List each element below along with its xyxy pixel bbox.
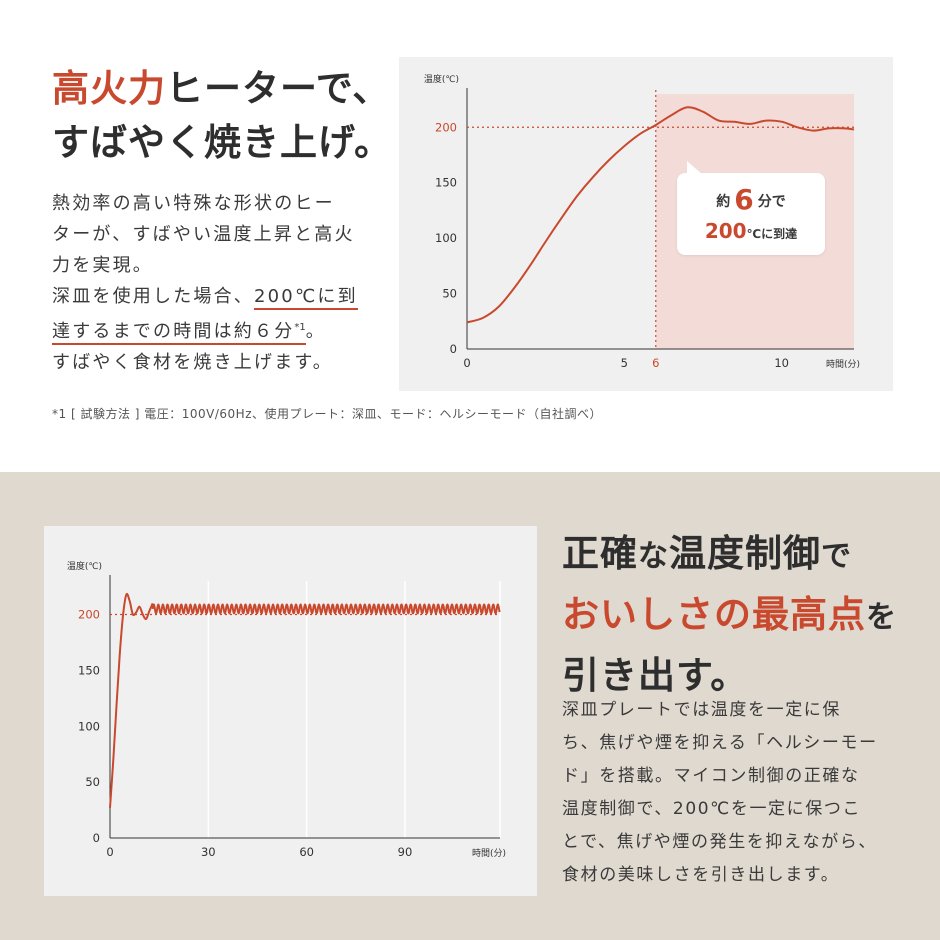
series-line-oscillation — [151, 603, 501, 615]
bottom-heading-line3: 引き出す。 — [562, 654, 749, 697]
series-line — [466, 106, 855, 324]
footnote-marker: *1 — [294, 322, 306, 333]
top-heading: 高火力ヒーターで、 すばやく焼き上げ。 — [52, 62, 392, 170]
heading-text: を — [866, 600, 897, 635]
top-para-line: ターが、すばやい温度上昇と高火 — [52, 224, 355, 245]
callout-temp: 200 — [704, 219, 747, 243]
bottom-paragraph: 深皿プレートでは温度を一定に保 ち、焦げや煙を抑える「ヘルシーモー ド」を搭載。… — [562, 694, 922, 892]
callout-prefix: 約 — [716, 194, 731, 210]
underlined-text: 200℃に到 — [254, 286, 358, 310]
x-tick-label: 6 — [652, 356, 659, 370]
bottom-para-line: ち、焦げや煙を抑える「ヘルシーモー — [562, 733, 878, 753]
y-tick-label: 50 — [442, 287, 457, 301]
x-tick-label: 90 — [398, 845, 413, 859]
callout-line1: 約 6 分で — [677, 183, 825, 216]
bottom-para-line: 深皿プレートでは温度を一定に保 — [562, 700, 841, 720]
temperature-control-chart: 0 50 100 150 200 0 30 60 90 温度(℃) 時間(分) — [67, 560, 506, 859]
heading-text: な — [638, 539, 669, 574]
footnote: *1 [ 試験方法 ] 電圧：100V/60Hz、使用プレート：深皿、モード：ヘ… — [52, 407, 603, 421]
bottom-para-line: 食材の美味しさを引き出します。 — [562, 865, 840, 885]
underlined-text: 達するまでの時間は約６分*1 — [52, 321, 306, 345]
top-para-line: 達するまでの時間は約６分*1。 — [52, 312, 382, 347]
x-tick-label: 5 — [621, 356, 628, 370]
bottom-heading: 正確な温度制御で おいしさの最高点を 引き出す。 — [562, 525, 897, 705]
top-heading-line2: すばやく焼き上げ。 — [52, 121, 393, 164]
top-para-text: 。 — [305, 321, 326, 342]
top-heading-accent: 高火力 — [52, 67, 166, 110]
chart-panel-bottom: 0 50 100 150 200 0 30 60 90 温度(℃) 時間(分) — [44, 526, 537, 896]
bottom-para-line: 温度制御で、200℃を一定に保つこ — [562, 799, 862, 819]
x-tick-label: 10 — [774, 356, 789, 370]
top-para-line: 深皿を使用した場合、200℃に到 — [52, 281, 382, 312]
y-tick-label: 200 — [78, 608, 100, 622]
callout-unit: 分で — [757, 194, 786, 210]
heading-text: 正確 — [562, 532, 638, 575]
y-tick-label: 200 — [435, 120, 457, 134]
y-tick-label: 50 — [85, 775, 100, 789]
x-tick-label: 0 — [463, 356, 470, 370]
bottom-para-line: ド」を搭載。マイコン制御の正確な — [562, 766, 860, 786]
top-para-line: 力を実現。 — [52, 255, 153, 276]
callout-line2: 200℃に到達 — [677, 219, 825, 243]
bottom-heading-line2: おいしさの最高点を — [562, 586, 897, 647]
bottom-heading-line1: 正確な温度制御で — [562, 525, 897, 586]
callout-number: 6 — [734, 183, 754, 216]
top-paragraph: 熱効率の高い特殊な形状のヒー ターが、すばやい温度上昇と高火 力を実現。 深皿を… — [52, 188, 382, 378]
y-tick-label: 150 — [435, 176, 457, 190]
callout-temp-unit: ℃に到達 — [746, 227, 798, 241]
x-axis-label: 時間(分) — [472, 848, 506, 859]
y-axis-label: 温度(℃) — [424, 73, 459, 85]
y-tick-label: 100 — [78, 719, 100, 733]
x-axis-label: 時間(分) — [826, 359, 860, 370]
series-line — [109, 592, 154, 808]
heading-text: で — [821, 539, 852, 574]
callout-bubble: 約 6 分で 200℃に到達 — [677, 161, 825, 255]
x-tick-label: 60 — [299, 845, 314, 859]
y-tick-label: 150 — [78, 663, 100, 677]
x-tick-label: 0 — [106, 845, 113, 859]
bottom-para-line: とで、焦げや煙の発生を抑えながら、 — [562, 832, 878, 852]
top-para-text: 達するまでの時間は約６分 — [52, 321, 295, 342]
bottom-heading-accent: おいしさの最高点 — [562, 593, 866, 636]
y-tick-label: 0 — [450, 342, 457, 356]
callout-tail — [687, 161, 703, 175]
top-para-line: 熱効率の高い特殊な形状のヒー — [52, 193, 335, 214]
top-para-text: 深皿を使用した場合、 — [52, 286, 254, 307]
x-tick-label: 30 — [201, 845, 216, 859]
y-axis-label: 温度(℃) — [67, 560, 102, 572]
y-tick-label: 100 — [435, 231, 457, 245]
top-heading-line1: ヒーターで、 — [166, 67, 391, 110]
top-para-line: すばやく食材を焼き上げます。 — [52, 352, 333, 373]
heading-text: 温度制御 — [669, 532, 821, 575]
y-tick-label: 0 — [93, 831, 100, 845]
